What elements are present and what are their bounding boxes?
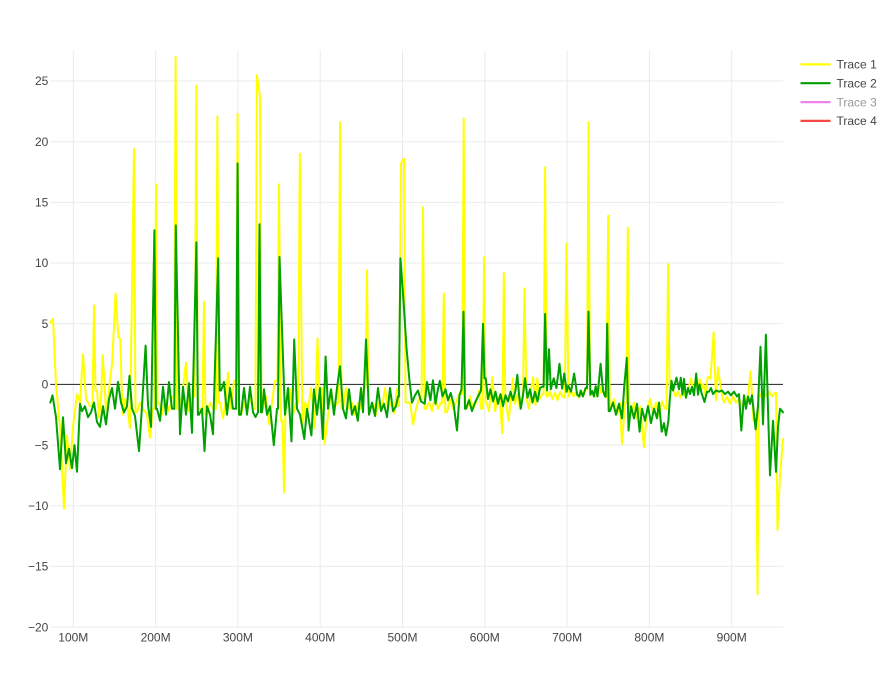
svg-text:400M: 400M bbox=[305, 631, 335, 645]
svg-text:200M: 200M bbox=[141, 631, 171, 645]
svg-text:5: 5 bbox=[42, 317, 49, 331]
svg-text:900M: 900M bbox=[717, 631, 747, 645]
svg-text:Trace 4: Trace 4 bbox=[837, 114, 878, 128]
svg-text:800M: 800M bbox=[634, 631, 664, 645]
svg-text:−10: −10 bbox=[28, 499, 49, 513]
svg-text:−5: −5 bbox=[35, 438, 49, 452]
svg-text:25: 25 bbox=[35, 74, 49, 88]
svg-text:0: 0 bbox=[42, 378, 49, 392]
svg-text:−20: −20 bbox=[28, 620, 49, 634]
svg-text:20: 20 bbox=[35, 135, 49, 149]
svg-text:15: 15 bbox=[35, 196, 49, 210]
svg-text:−15: −15 bbox=[28, 560, 49, 574]
svg-text:10: 10 bbox=[35, 256, 49, 270]
svg-text:300M: 300M bbox=[223, 631, 253, 645]
svg-text:500M: 500M bbox=[387, 631, 417, 645]
svg-text:600M: 600M bbox=[470, 631, 500, 645]
svg-text:Trace 3: Trace 3 bbox=[837, 95, 878, 109]
svg-text:Trace 1: Trace 1 bbox=[837, 58, 878, 72]
svg-text:700M: 700M bbox=[552, 631, 582, 645]
svg-text:Trace 2: Trace 2 bbox=[837, 77, 878, 91]
svg-text:100M: 100M bbox=[58, 631, 88, 645]
